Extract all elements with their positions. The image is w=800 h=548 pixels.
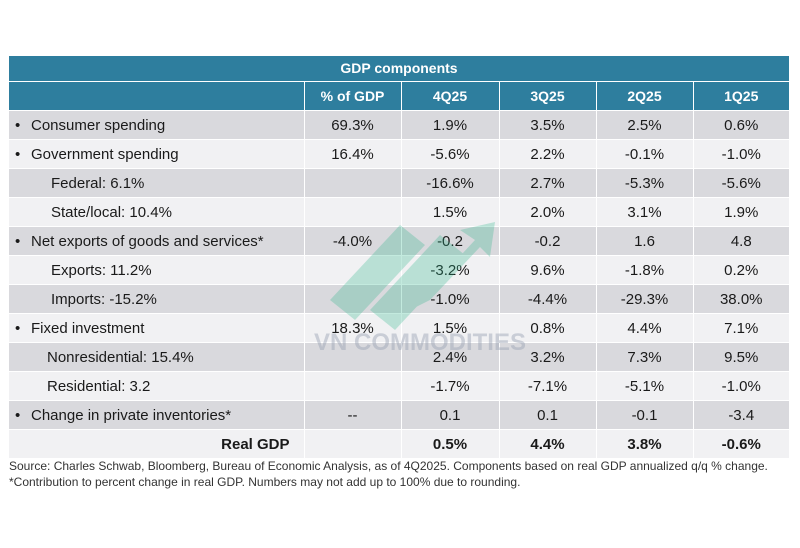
cell-pct: --	[304, 400, 402, 430]
cell-1q25: 1.9%	[693, 197, 789, 227]
cell-4q25: -1.7%	[401, 371, 500, 401]
cell-3q25: 0.1	[499, 400, 597, 430]
total-1q25: -0.6%	[693, 429, 789, 458]
row-label: Exports: 11.2%	[9, 255, 305, 285]
cell-pct	[304, 429, 402, 458]
cell-4q25: -1.0%	[401, 284, 500, 314]
cell-2q25: -5.1%	[596, 371, 694, 401]
table-row: • Net exports of goods and services* -4.0…	[9, 226, 789, 256]
cell-4q25: 1.5%	[401, 313, 500, 343]
row-label: Imports: -15.2%	[9, 284, 305, 314]
cell-4q25: 2.4%	[401, 342, 500, 372]
cell-2q25: -1.8%	[596, 255, 694, 285]
cell-2q25: 4.4%	[596, 313, 694, 343]
cell-pct: 18.3%	[304, 313, 402, 343]
row-label: • Consumer spending	[9, 110, 305, 140]
table-row: • Fixed investment 18.3% 1.5% 0.8% 4.4% 7…	[9, 313, 789, 343]
row-label: • Change in private inventories*	[9, 400, 305, 430]
row-label: Residential: 3.2	[9, 371, 305, 401]
row-label: Federal: 6.1%	[9, 168, 305, 198]
total-row: Real GDP 0.5% 4.4% 3.8% -0.6%	[9, 429, 789, 458]
header-3q25: 3Q25	[499, 81, 597, 111]
cell-pct	[304, 342, 402, 372]
cell-pct: 16.4%	[304, 139, 402, 169]
gdp-table-container: GDP components % of GDP 4Q25 3Q25 2Q25 1…	[9, 56, 789, 458]
cell-2q25: 1.6	[596, 226, 694, 256]
row-label: • Government spending	[9, 139, 305, 169]
cell-4q25: -5.6%	[401, 139, 500, 169]
cell-4q25: -3.2%	[401, 255, 500, 285]
cell-3q25: -0.2	[499, 226, 597, 256]
cell-1q25: -1.0%	[693, 139, 789, 169]
header-4q25: 4Q25	[401, 81, 500, 111]
cell-2q25: 3.1%	[596, 197, 694, 227]
total-4q25: 0.5%	[401, 429, 500, 458]
cell-1q25: -5.6%	[693, 168, 789, 198]
cell-1q25: 4.8	[693, 226, 789, 256]
cell-1q25: 38.0%	[693, 284, 789, 314]
table-row: Federal: 6.1% -16.6% 2.7% -5.3% -5.6%	[9, 168, 789, 198]
table-row: Exports: 11.2% -3.2% 9.6% -1.8% 0.2%	[9, 255, 789, 285]
header-pct-gdp: % of GDP	[304, 81, 402, 111]
total-label: Real GDP	[9, 429, 305, 458]
cell-4q25: -16.6%	[401, 168, 500, 198]
cell-4q25: 1.9%	[401, 110, 500, 140]
table-row: • Change in private inventories* -- 0.1 0…	[9, 400, 789, 430]
row-label: • Net exports of goods and services*	[9, 226, 305, 256]
cell-1q25: 9.5%	[693, 342, 789, 372]
cell-4q25: -0.2	[401, 226, 500, 256]
gdp-components-table: % of GDP 4Q25 3Q25 2Q25 1Q25 • Consumer s…	[9, 81, 789, 458]
cell-4q25: 0.1	[401, 400, 500, 430]
total-3q25: 4.4%	[499, 429, 597, 458]
cell-3q25: -4.4%	[499, 284, 597, 314]
header-row: % of GDP 4Q25 3Q25 2Q25 1Q25	[9, 81, 789, 111]
row-label: Nonresidential: 15.4%	[9, 342, 305, 372]
cell-pct	[304, 255, 402, 285]
table-row: Imports: -15.2% -1.0% -4.4% -29.3% 38.0%	[9, 284, 789, 314]
row-label: • Fixed investment	[9, 313, 305, 343]
cell-2q25: -0.1	[596, 400, 694, 430]
cell-3q25: 9.6%	[499, 255, 597, 285]
header-blank	[9, 81, 305, 111]
cell-1q25: 0.2%	[693, 255, 789, 285]
cell-pct	[304, 168, 402, 198]
cell-1q25: -1.0%	[693, 371, 789, 401]
table-row: State/local: 10.4% 1.5% 2.0% 3.1% 1.9%	[9, 197, 789, 227]
header-1q25: 1Q25	[693, 81, 789, 111]
table-row: • Government spending 16.4% -5.6% 2.2% -0…	[9, 139, 789, 169]
cell-3q25: 2.2%	[499, 139, 597, 169]
cell-3q25: -7.1%	[499, 371, 597, 401]
cell-1q25: 7.1%	[693, 313, 789, 343]
cell-2q25: -5.3%	[596, 168, 694, 198]
cell-3q25: 2.7%	[499, 168, 597, 198]
cell-pct: -4.0%	[304, 226, 402, 256]
table-row: Residential: 3.2 -1.7% -7.1% -5.1% -1.0%	[9, 371, 789, 401]
table-title: GDP components	[9, 56, 789, 81]
cell-3q25: 3.5%	[499, 110, 597, 140]
cell-4q25: 1.5%	[401, 197, 500, 227]
cell-pct	[304, 284, 402, 314]
cell-pct	[304, 197, 402, 227]
cell-2q25: 7.3%	[596, 342, 694, 372]
cell-3q25: 2.0%	[499, 197, 597, 227]
cell-2q25: -29.3%	[596, 284, 694, 314]
table-row: Nonresidential: 15.4% 2.4% 3.2% 7.3% 9.5…	[9, 342, 789, 372]
source-note: Source: Charles Schwab, Bloomberg, Burea…	[9, 459, 768, 489]
total-2q25: 3.8%	[596, 429, 694, 458]
cell-pct	[304, 371, 402, 401]
cell-2q25: -0.1%	[596, 139, 694, 169]
table-row: • Consumer spending 69.3% 1.9% 3.5% 2.5% …	[9, 110, 789, 140]
cell-3q25: 0.8%	[499, 313, 597, 343]
header-2q25: 2Q25	[596, 81, 694, 111]
cell-1q25: -3.4	[693, 400, 789, 430]
cell-3q25: 3.2%	[499, 342, 597, 372]
cell-pct: 69.3%	[304, 110, 402, 140]
cell-2q25: 2.5%	[596, 110, 694, 140]
row-label: State/local: 10.4%	[9, 197, 305, 227]
cell-1q25: 0.6%	[693, 110, 789, 140]
